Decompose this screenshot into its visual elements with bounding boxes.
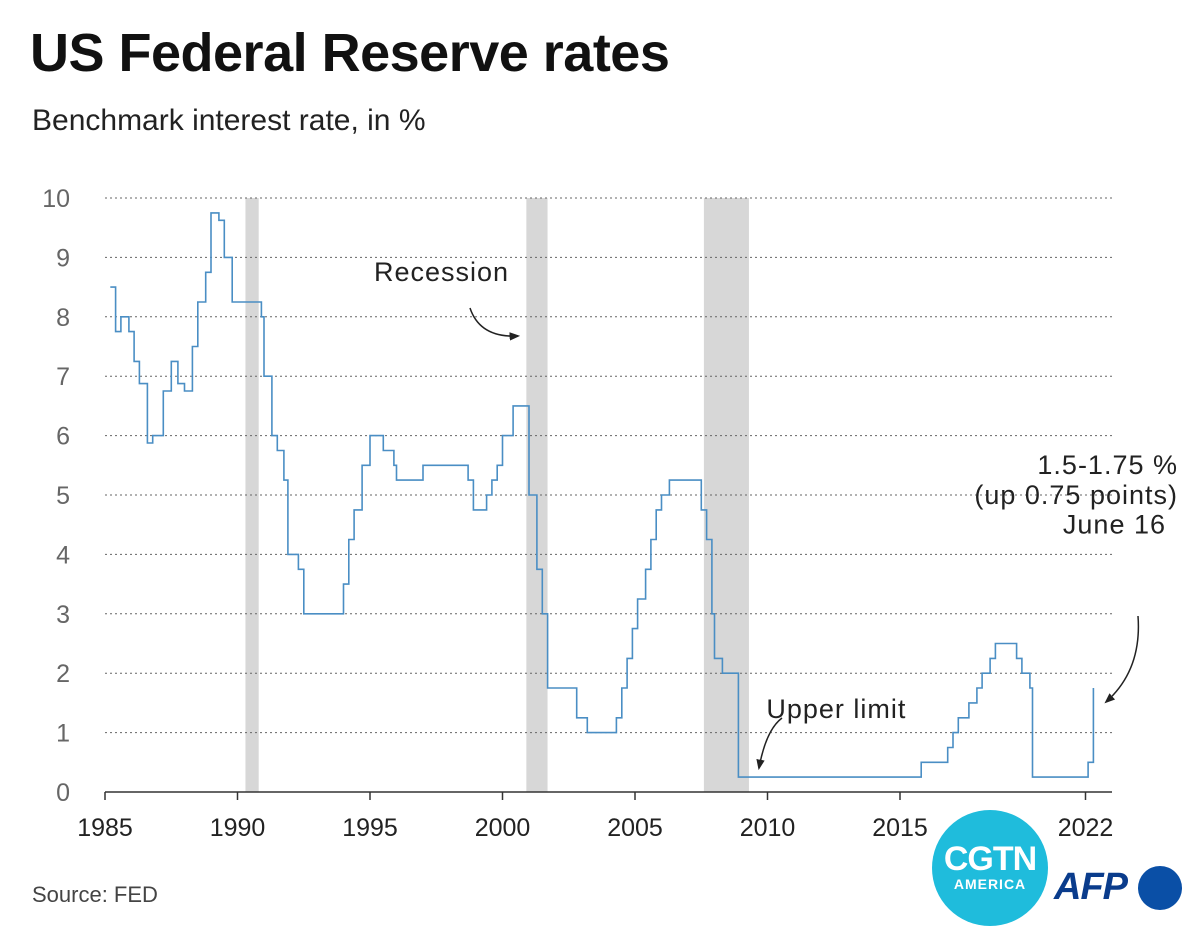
x-tick-label-1995: 1995 xyxy=(342,814,398,842)
source-note: Source: FED xyxy=(32,882,158,907)
annotation-upper-limit: Upper limit xyxy=(766,694,906,724)
y-tick-label-5: 5 xyxy=(56,482,70,510)
y-tick-label-1: 1 xyxy=(56,720,70,748)
x-tick-label-2022: 2022 xyxy=(1058,814,1114,842)
y-axis-ticks: 0 1 2 3 4 5 6 7 8 9 10 xyxy=(42,185,70,807)
annotations: Recession Upper limit 1.5-1.75 %(up 0.75 p… xyxy=(374,257,1178,724)
y-tick-label-2: 2 xyxy=(56,660,70,688)
x-axis: 1985 1990 1995 2000 2005 2010 2015 2022 xyxy=(77,791,1114,842)
chart-title: US Federal Reserve rates xyxy=(30,23,670,83)
y-tick-label-8: 8 xyxy=(56,304,70,332)
x-tick-label-2005: 2005 xyxy=(607,814,663,842)
annotation-june-line-2: (up 0.75 points) xyxy=(974,480,1178,510)
recession-arrow xyxy=(469,307,521,341)
x-tick-label-1990: 1990 xyxy=(210,814,266,842)
june-arrow xyxy=(1104,615,1140,704)
x-tick-label-1985: 1985 xyxy=(77,814,133,842)
cgtn-logo-text: CGTN xyxy=(943,840,1037,878)
y-tick-label-0: 0 xyxy=(56,779,70,807)
y-tick-label-9: 9 xyxy=(56,244,70,272)
y-tick-label-6: 6 xyxy=(56,423,70,451)
x-tick-label-2000: 2000 xyxy=(475,814,531,842)
afp-logo-text: AFP xyxy=(1054,866,1128,908)
series-line-0 xyxy=(110,212,1095,778)
annotation-june-line-1: 1.5-1.75 % xyxy=(1037,450,1178,480)
cgtn-logo: CGTN AMERICA xyxy=(932,810,1048,926)
recession-band-0 xyxy=(245,198,259,792)
annotation-recession: Recession xyxy=(374,257,509,287)
cgtn-logo-subtext: AMERICA xyxy=(953,876,1027,892)
x-tick-label-2010: 2010 xyxy=(740,814,796,842)
x-tick-label-2015: 2015 xyxy=(872,814,928,842)
annotation-june-line-3: June 16 xyxy=(1063,510,1166,540)
series-lines xyxy=(110,212,1095,778)
y-tick-label-10: 10 xyxy=(42,185,70,213)
annotation-arrows xyxy=(469,307,1140,771)
y-tick-label-3: 3 xyxy=(56,601,70,629)
chart-subtitle: Benchmark interest rate, in % xyxy=(32,104,426,137)
y-tick-label-7: 7 xyxy=(56,363,70,391)
upper-limit-arrow xyxy=(756,717,783,771)
afp-logo-dot xyxy=(1138,866,1182,910)
y-tick-label-4: 4 xyxy=(56,541,70,569)
